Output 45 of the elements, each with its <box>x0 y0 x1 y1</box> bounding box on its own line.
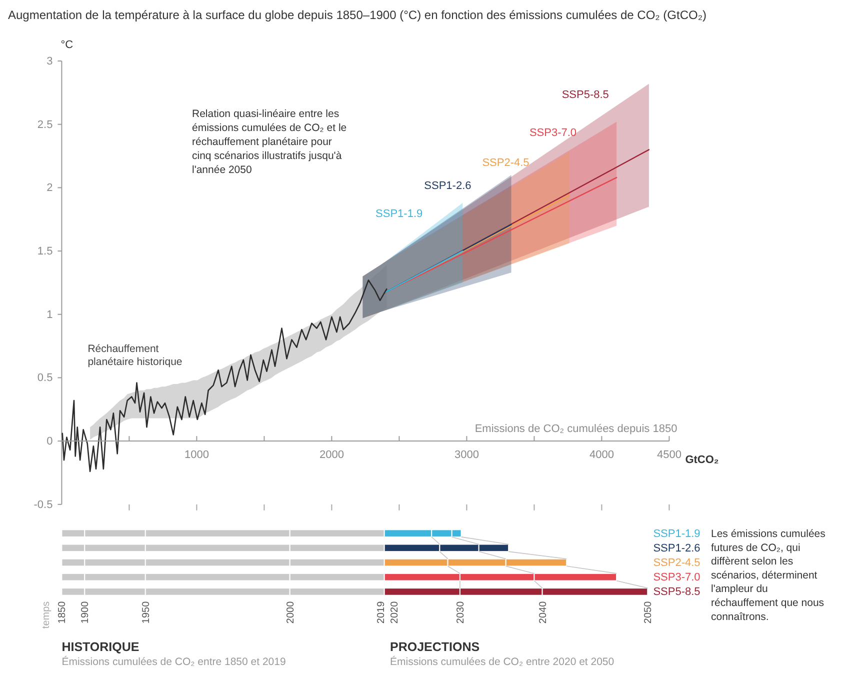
annotation: 1950 <box>140 600 152 624</box>
text: SSP3-7.0 <box>529 126 577 139</box>
text: HISTORIQUE <box>62 640 140 654</box>
y-tick-label: SSP2-4.5 <box>653 557 700 570</box>
y-tick-label: 1 <box>46 308 53 321</box>
line-series <box>62 280 388 472</box>
text: Émissions cumulées de CO₂ entre 2020 et 2050 <box>390 655 614 668</box>
y-tick-label: SSP1-1.9 <box>653 528 700 540</box>
x-tick-label: 4500 <box>656 448 682 461</box>
text: PROJECTIONS <box>390 640 480 654</box>
text: temps <box>41 601 52 629</box>
y-tick-label: -0.5 <box>34 498 53 511</box>
text: Émissions cumulées de CO₂ entre 1850 et 2019 <box>62 655 286 668</box>
y-tick-label: 0 <box>46 436 53 448</box>
annotation: 2050 <box>643 600 654 624</box>
text: GtCO₂ <box>685 454 719 466</box>
y-tick-label: SSP5-8.5 <box>653 586 700 598</box>
x-tick-label: 1000 <box>184 448 209 461</box>
text: SSP1-1.9 <box>376 208 423 220</box>
y-tick-label: 0.5 <box>37 372 53 384</box>
x-axis-title: Emissions de CO₂ cumulées depuis 1850 <box>474 423 678 436</box>
y-tick-label: 2.5 <box>37 118 53 131</box>
x-tick-label: 3000 <box>454 448 479 461</box>
annotation: 1850 <box>57 600 68 624</box>
annotation: Relation quasi-linéaire entre les émissions cumulées de CO₂ et le réchauffement planétaire pour cinq scénarios illustratifs jusqu'à l'année 2050 <box>192 108 347 176</box>
x-tick-label: 2000 <box>319 448 344 461</box>
text: SSP2-4.5 <box>482 157 530 170</box>
annotation: 2030 <box>455 600 466 624</box>
chart-title: Augmentation de la température à la surface du globe depuis 1850–1900 (°C) en fonction des émissions cumulées de CO₂ (GtCO₂) <box>8 8 706 22</box>
annotation: 2019 <box>376 600 387 624</box>
text: Les émissions cumulées futures de CO₂, qui diffèrent selon les scénarios, déterminent l'ampleur du réchauffement que nous connaîtrons. <box>711 528 826 623</box>
x-tick-label: 4000 <box>589 448 614 461</box>
annotation: 2020 <box>389 600 400 624</box>
annotation: 1900 <box>80 600 92 624</box>
y-tick-label: 2 <box>46 182 53 194</box>
y-axis-title: °C <box>60 39 74 51</box>
y-tick-label: 3 <box>46 56 53 68</box>
y-tick-label: SSP1-2.6 <box>653 542 700 554</box>
y-tick-label: 1.5 <box>37 246 53 258</box>
text: SSP1-2.6 <box>424 180 472 192</box>
annotation: 2000 <box>285 600 296 624</box>
text: Réchauffement planétaire historique <box>88 343 182 368</box>
text: SSP5-8.5 <box>562 88 609 101</box>
y-tick-label: SSP3-7.0 <box>653 572 700 584</box>
annotation: 2040 <box>538 600 549 624</box>
